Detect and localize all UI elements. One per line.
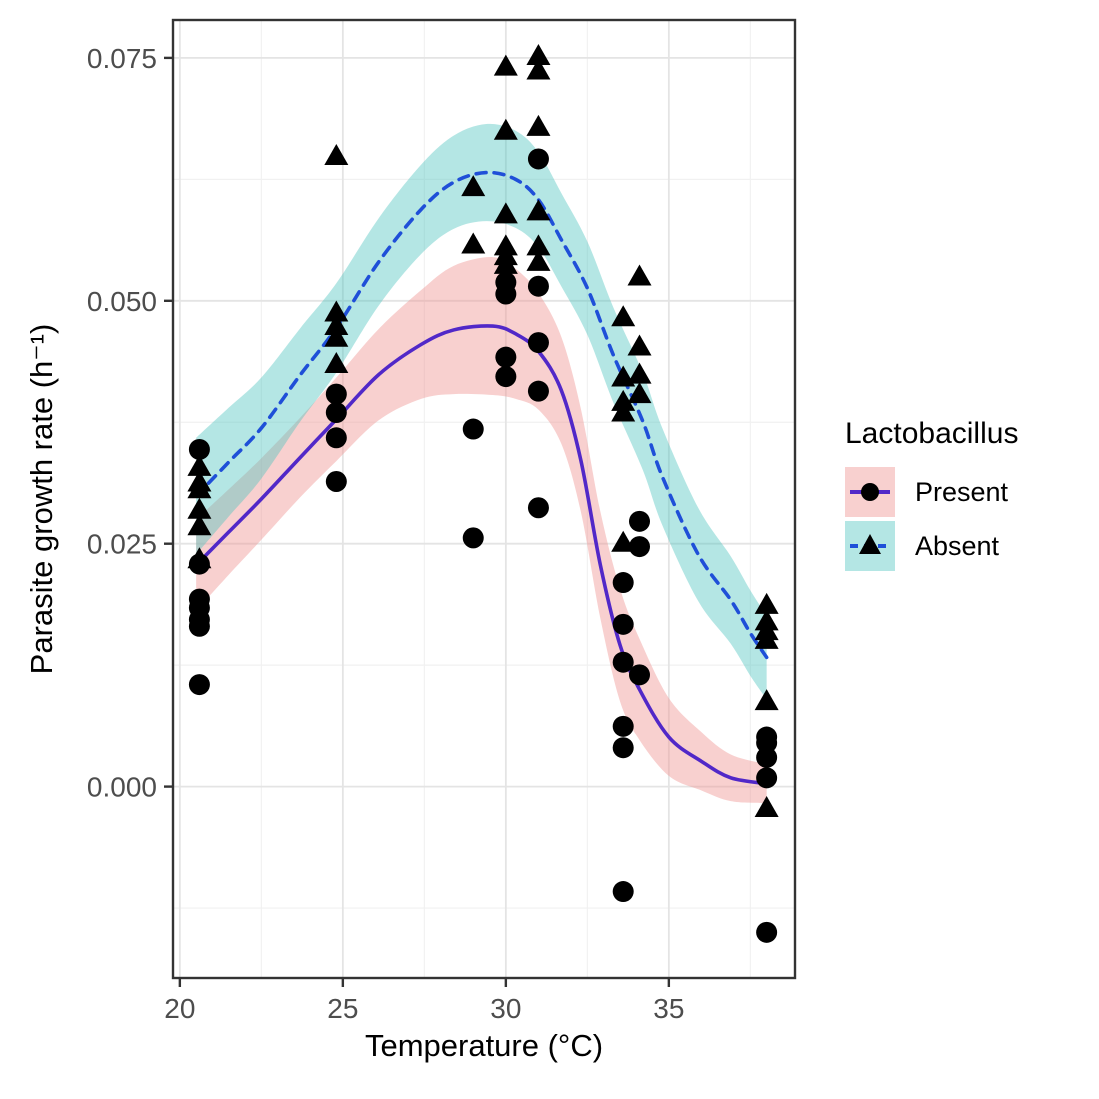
svg-text:35: 35 <box>653 993 684 1024</box>
legend-title: Lactobacillus <box>845 417 1019 450</box>
absent-key-icon <box>845 521 895 571</box>
svg-text:0.000: 0.000 <box>87 772 157 803</box>
legend: Lactobacillus Present Absent <box>845 417 1085 575</box>
legend-entry-absent: Absent <box>845 521 1085 571</box>
present-key-icon <box>845 467 895 517</box>
svg-text:0.025: 0.025 <box>87 529 157 560</box>
svg-text:25: 25 <box>327 993 358 1024</box>
legend-label-present: Present <box>915 476 1009 507</box>
legend-label-absent: Absent <box>915 530 1000 561</box>
svg-text:20: 20 <box>164 993 195 1024</box>
svg-text:30: 30 <box>490 993 521 1024</box>
y-axis-title: Parasite growth rate (h⁻¹) <box>24 323 59 675</box>
legend-entry-present: Present <box>845 467 1085 517</box>
x-axis-title: Temperature (°C) <box>364 1028 604 1063</box>
svg-text:0.075: 0.075 <box>87 43 157 74</box>
triangle-marker-icon <box>859 534 881 554</box>
circle-marker-icon <box>861 483 879 501</box>
svg-text:0.050: 0.050 <box>87 286 157 317</box>
